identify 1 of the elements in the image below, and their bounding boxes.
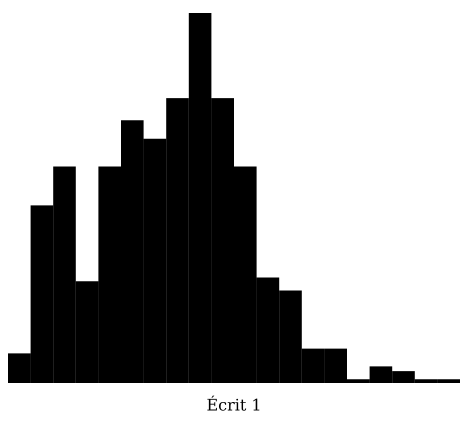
x-axis-title: Écrit 1 xyxy=(206,396,262,414)
